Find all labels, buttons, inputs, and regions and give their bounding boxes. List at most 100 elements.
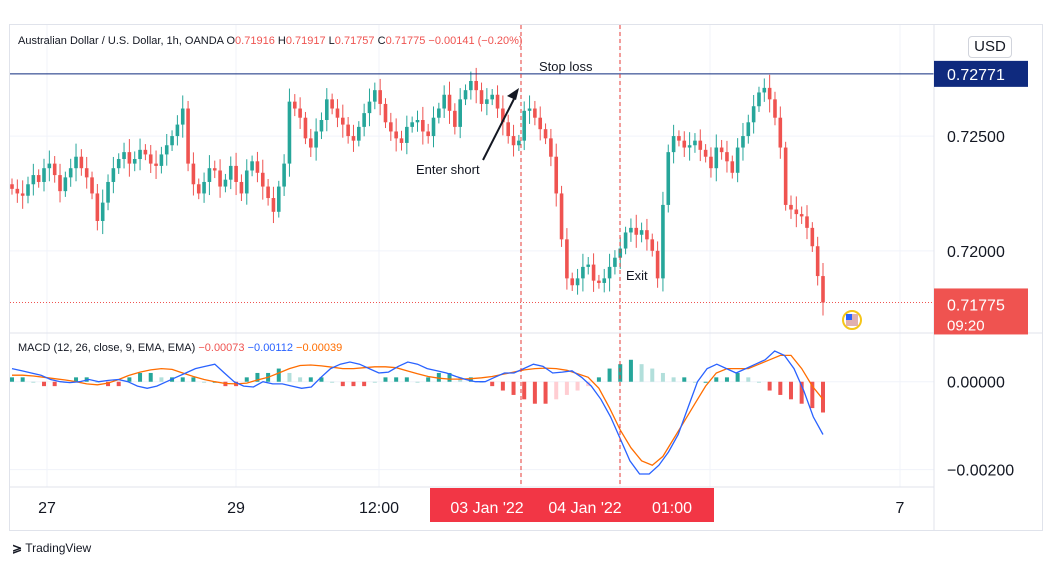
macd-histogram-bar	[500, 381, 505, 391]
candle-body	[693, 140, 697, 146]
candle-body	[15, 188, 20, 194]
candle-body	[260, 172, 265, 187]
macd-histogram-bar	[607, 368, 612, 382]
candle-body	[362, 113, 366, 127]
macd-histogram-bar	[532, 381, 537, 404]
macd-histogram-bar	[106, 381, 111, 387]
candle-body	[202, 181, 206, 194]
candle-body	[378, 90, 382, 104]
candle-body	[639, 230, 644, 235]
candle-body	[799, 214, 804, 217]
tradingview-logo: ⩾ TradingView	[12, 541, 91, 555]
candle-body	[469, 80, 473, 91]
candle-body	[751, 106, 756, 123]
candle-body	[143, 149, 148, 155]
candle-body	[47, 163, 52, 169]
macd-histogram-bar	[596, 377, 601, 382]
candle-body	[255, 161, 260, 173]
candle-body	[581, 266, 585, 279]
candle-body	[228, 165, 233, 180]
time-tick-label: 12:00	[359, 500, 399, 517]
macd-histogram-bar	[724, 377, 729, 382]
candle-body	[479, 90, 484, 104]
candle-body	[645, 230, 649, 240]
candle-body	[554, 156, 559, 194]
macd-histogram-bar	[319, 377, 324, 382]
macd-histogram-bar	[554, 381, 559, 400]
candle-body	[735, 147, 740, 173]
candle-body	[746, 122, 751, 137]
candle-body	[90, 177, 94, 194]
macd-histogram-bar	[436, 372, 441, 382]
candle-body	[757, 92, 761, 107]
enter-short-arrowhead	[507, 88, 519, 100]
macd-hist-value: −0.00073	[198, 342, 245, 354]
candle-body	[26, 184, 30, 196]
currency-button[interactable]: USD	[968, 36, 1012, 58]
candle-body	[613, 257, 617, 267]
macd-histogram-bar	[703, 381, 708, 383]
candle-body	[527, 108, 532, 111]
candle-body	[175, 124, 180, 137]
macd-histogram-bar	[404, 377, 409, 382]
countdown-label: 09:20	[947, 317, 985, 334]
candles	[10, 67, 825, 316]
candle-body	[357, 126, 361, 141]
candle-body	[303, 117, 308, 139]
gridlines	[10, 25, 934, 487]
candle-body	[815, 246, 820, 277]
symbol-title: Australian Dollar / U.S. Dollar, 1h, OAN…	[18, 35, 224, 47]
stop-level-badge	[934, 60, 1028, 87]
candle-body	[805, 216, 809, 228]
candle-body	[773, 99, 777, 118]
axes: 0.72500 0.72000 0.72771 0.71775 09:20 0.00000…	[10, 25, 1042, 530]
candle-body	[271, 198, 276, 212]
candle-body	[292, 101, 297, 109]
us-flag-canton	[846, 314, 852, 320]
candle-body	[20, 193, 25, 196]
candle-body	[602, 278, 607, 283]
macd-histogram-bar	[756, 381, 761, 383]
time-highlight-label: 03 Jan '22	[450, 500, 523, 517]
candle-body	[629, 227, 633, 233]
candle-body	[223, 179, 228, 187]
candle-body	[383, 103, 388, 123]
candle-body	[132, 159, 137, 164]
candle-body	[597, 280, 601, 283]
candle-body	[394, 131, 398, 139]
chart-frame	[9, 24, 1043, 531]
candle-body	[164, 145, 169, 155]
macd-histogram-bar	[415, 381, 420, 383]
close-value: 0.71775	[385, 35, 426, 47]
macd-histogram-bar	[746, 377, 751, 382]
macd-histogram-bar	[671, 377, 676, 382]
macd-histogram-bar	[52, 381, 57, 387]
last-price-label: 0.71775	[947, 297, 1005, 314]
candle-body	[655, 250, 660, 279]
stop-level-label: 0.72771	[947, 67, 1005, 84]
candle-body	[410, 122, 414, 127]
overlays: Stop loss Enter short Exit	[10, 25, 934, 487]
candle-body	[367, 101, 372, 114]
candle-body	[821, 276, 825, 303]
candle-body	[330, 99, 334, 109]
candle-body	[549, 138, 553, 157]
candle-body	[570, 278, 575, 286]
time-highlight-label: 04 Jan '22	[548, 500, 621, 517]
macd-histogram-bar	[351, 381, 356, 387]
macd-histogram-bar	[735, 372, 740, 382]
macd-histogram-bar	[20, 377, 25, 382]
macd-histogram-bar	[340, 381, 345, 387]
macd-histogram-bar	[180, 377, 185, 382]
candle-body	[421, 120, 425, 132]
candle-body	[431, 117, 436, 137]
candle-body	[495, 94, 500, 109]
enter-short-label: Enter short	[416, 162, 480, 177]
candle-body	[565, 239, 569, 279]
candle-body	[485, 99, 489, 104]
candle-body	[671, 136, 676, 153]
candle-body	[575, 278, 580, 286]
macd-histogram-bar	[682, 377, 687, 382]
candle-body	[244, 170, 249, 194]
